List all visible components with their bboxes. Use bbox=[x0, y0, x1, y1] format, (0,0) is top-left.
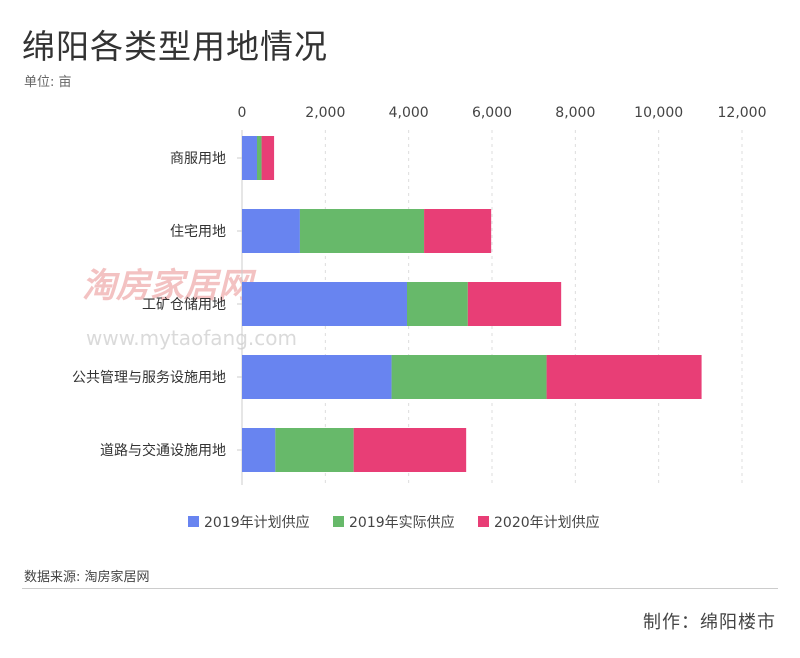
category-label: 商服用地 bbox=[170, 151, 226, 167]
bar-segment bbox=[275, 428, 354, 472]
bar-segment bbox=[257, 136, 262, 180]
legend-label: 2019年实际供应 bbox=[349, 514, 455, 531]
chart-svg: 0 2,000 4,000 6,000 8,000 10,000 12,000 商服用地住宅用… bbox=[72, 105, 767, 531]
legend-swatch bbox=[188, 516, 199, 527]
x-tick-label: 10,000 bbox=[634, 105, 683, 121]
unit-label: 单位: 亩 bbox=[24, 75, 72, 90]
category-label: 公共管理与服务设施用地 bbox=[72, 370, 226, 386]
bar-segment bbox=[242, 209, 300, 253]
bar-segment bbox=[242, 282, 407, 326]
bar-segment bbox=[242, 136, 257, 180]
divider bbox=[22, 588, 778, 589]
bar-segment bbox=[242, 428, 276, 472]
credit-note: 制作：绵阳楼市 bbox=[643, 612, 776, 633]
legend-swatch bbox=[333, 516, 344, 527]
x-tick-label: 12,000 bbox=[718, 105, 767, 121]
bar-segment bbox=[299, 209, 425, 253]
legend-swatch bbox=[478, 516, 489, 527]
bar-segment bbox=[242, 355, 392, 399]
bar-segment bbox=[424, 209, 492, 253]
x-tick-label: 2,000 bbox=[305, 105, 345, 121]
x-tick-label: 4,000 bbox=[389, 105, 429, 121]
watermark-logo: 淘房家居网 bbox=[82, 266, 252, 306]
bar-segment bbox=[546, 355, 702, 399]
source-note: 数据来源: 淘房家居网 bbox=[24, 570, 150, 585]
category-label: 道路与交通设施用地 bbox=[100, 442, 226, 459]
chart-title: 绵阳各类型用地情况 bbox=[22, 27, 328, 66]
legend-label: 2020年计划供应 bbox=[494, 514, 600, 531]
bar-segment bbox=[353, 428, 467, 472]
watermark-url: www.mytaofang.com bbox=[86, 326, 297, 350]
legend-label: 2019年计划供应 bbox=[204, 514, 310, 531]
x-tick-label: 8,000 bbox=[555, 105, 595, 121]
x-tick-label: 0 bbox=[238, 105, 247, 121]
category-label: 住宅用地 bbox=[170, 224, 226, 240]
category-label: 工矿仓储用地 bbox=[142, 297, 226, 313]
bar-segment bbox=[407, 282, 468, 326]
x-tick-label: 6,000 bbox=[472, 105, 512, 121]
bar-segment bbox=[261, 136, 275, 180]
bar-segment bbox=[391, 355, 547, 399]
bar-segment bbox=[467, 282, 562, 326]
